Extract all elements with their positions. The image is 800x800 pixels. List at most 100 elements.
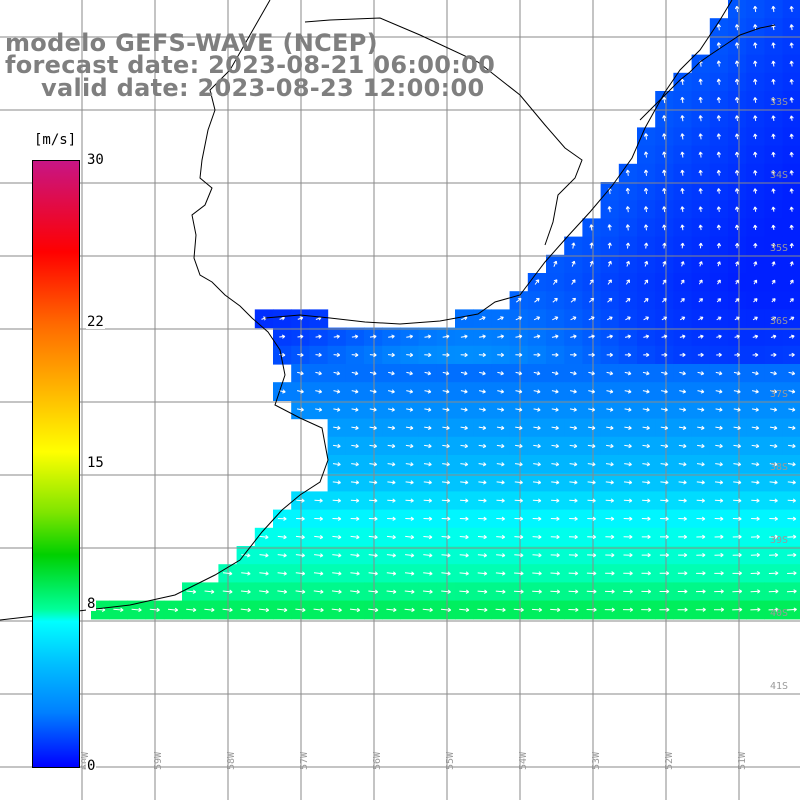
wind-arrow xyxy=(315,371,322,376)
wind-arrow xyxy=(186,589,197,594)
wind-arrow xyxy=(788,371,796,376)
wind-arrow xyxy=(734,133,740,140)
wind-arrow xyxy=(442,407,450,412)
wind-arrow xyxy=(679,407,687,412)
wind-arrow xyxy=(734,42,740,49)
wind-arrow xyxy=(552,279,558,285)
wind-arrow xyxy=(624,425,632,430)
wind-arrow xyxy=(624,407,632,412)
wind-arrow xyxy=(533,334,541,339)
wind-arrow xyxy=(515,407,523,412)
wind-arrow xyxy=(771,170,776,176)
longitude-label: 56W xyxy=(372,751,383,770)
wind-arrow xyxy=(496,425,505,430)
wind-arrow xyxy=(496,498,505,503)
wind-arrow xyxy=(715,389,723,394)
wind-arrow xyxy=(625,224,630,231)
longitude-label: 57W xyxy=(299,751,310,770)
coastline xyxy=(0,0,329,621)
wind-arrow xyxy=(404,571,415,576)
wind-arrow xyxy=(531,607,543,613)
wind-arrow xyxy=(680,261,685,267)
wind-arrow xyxy=(698,224,703,231)
wind-arrow xyxy=(715,462,723,467)
wind-arrow xyxy=(478,425,487,430)
wind-arrow xyxy=(515,389,523,394)
wind-arrow xyxy=(661,298,667,303)
wind-arrow xyxy=(789,97,794,103)
wind-arrow xyxy=(698,133,703,140)
wind-arrow xyxy=(661,352,668,358)
wind-arrow xyxy=(624,443,632,449)
wind-arrow xyxy=(789,279,794,285)
wind-arrow xyxy=(788,352,795,358)
wind-arrow xyxy=(659,589,670,594)
wind-arrow xyxy=(587,480,596,485)
wind-arrow xyxy=(550,553,560,558)
wind-arrow xyxy=(497,352,505,358)
wind-arrow xyxy=(771,97,776,103)
wind-arrow xyxy=(789,243,794,249)
wind-arrow xyxy=(297,316,304,321)
wind-arrow xyxy=(222,589,233,594)
wind-arrow xyxy=(587,534,597,540)
wind-arrow xyxy=(641,516,651,521)
wind-arrow xyxy=(296,389,304,394)
wind-arrow xyxy=(642,389,650,394)
wind-arrow xyxy=(351,371,359,376)
wind-arrow xyxy=(789,224,794,230)
wind-arrow xyxy=(571,260,576,267)
wind-arrow xyxy=(386,535,396,540)
wind-arrow xyxy=(587,516,596,521)
wind-arrow xyxy=(789,206,794,212)
wind-arrow xyxy=(771,298,776,303)
wind-arrow xyxy=(680,151,685,158)
wind-arrow xyxy=(642,443,651,449)
wind-arrow xyxy=(369,352,377,358)
wind-arrow xyxy=(644,260,649,267)
colorbar-tick-label: 22 xyxy=(86,313,105,330)
wind-arrow xyxy=(331,607,342,613)
wind-arrow xyxy=(677,607,688,612)
wind-arrow xyxy=(626,260,630,267)
wind-arrow xyxy=(680,96,685,104)
wind-arrow xyxy=(569,389,577,394)
wind-arrow xyxy=(771,115,776,121)
wind-arrow xyxy=(771,206,776,212)
wind-arrow xyxy=(732,571,742,576)
wind-arrow xyxy=(643,169,649,176)
wind-arrow xyxy=(680,224,685,231)
wind-arrow xyxy=(696,498,705,503)
wind-arrow xyxy=(333,407,341,412)
wind-arrow xyxy=(460,407,468,412)
wind-arrow xyxy=(441,553,451,558)
wind-arrow xyxy=(605,516,615,521)
wind-arrow xyxy=(625,279,630,285)
wind-arrow xyxy=(387,443,396,449)
wind-arrow xyxy=(679,389,687,394)
wind-arrow xyxy=(441,589,451,594)
wind-arrow xyxy=(514,462,523,467)
wind-arrow xyxy=(605,480,614,485)
wind-arrow xyxy=(605,534,615,540)
wind-arrow xyxy=(751,480,760,485)
wind-arrow xyxy=(697,425,705,430)
wind-arrow xyxy=(662,115,667,122)
wind-arrow xyxy=(571,242,576,249)
wind-arrow xyxy=(405,553,415,558)
wind-arrow xyxy=(753,261,758,267)
wind-arrow xyxy=(588,334,595,339)
wind-arrow xyxy=(680,279,685,285)
wind-arrow xyxy=(786,589,797,594)
wind-arrow xyxy=(478,498,487,503)
wind-arrow xyxy=(735,261,740,267)
wind-arrow xyxy=(714,480,724,485)
wind-arrow xyxy=(569,407,577,412)
wind-arrow xyxy=(789,5,794,12)
wind-arrow xyxy=(496,443,505,449)
wind-arrow xyxy=(332,553,342,558)
wind-arrow xyxy=(277,535,287,540)
wind-arrow xyxy=(753,170,758,176)
wind-arrow xyxy=(297,334,304,339)
